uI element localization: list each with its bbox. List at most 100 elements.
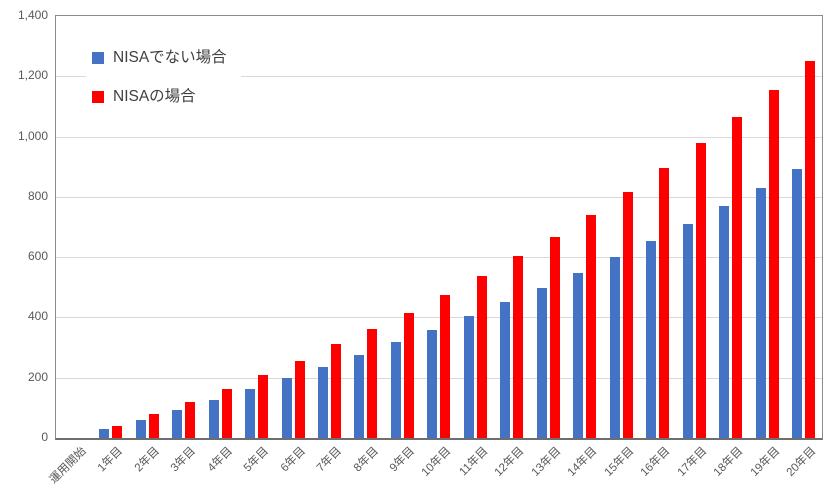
bar-non-nisa <box>500 302 511 438</box>
gridline <box>56 76 822 78</box>
x-axis-category-label: 11年目 <box>456 445 491 479</box>
x-axis-category-label: 3年目 <box>168 445 199 475</box>
x-axis-category-label: 19年目 <box>748 445 782 479</box>
x-axis-category-label: 8年目 <box>351 445 381 475</box>
category-group <box>275 16 311 438</box>
bar-nisa <box>148 414 159 438</box>
bar-nisa <box>586 214 597 438</box>
bar-nisa <box>440 294 451 438</box>
legend-swatch-non-nisa-icon <box>92 52 104 64</box>
x-axis-category-label: 運用開始 <box>47 445 89 487</box>
y-axis-tick-label: 800 <box>27 188 48 203</box>
category-group <box>567 16 603 438</box>
x-axis-category-label: 20年目 <box>784 445 819 479</box>
bar-non-nisa <box>172 409 183 438</box>
bar-nisa <box>403 312 414 438</box>
plot-area <box>55 15 823 440</box>
category-group <box>749 16 785 438</box>
category-group <box>640 16 676 438</box>
bar-nisa <box>622 192 633 438</box>
bar-non-nisa <box>682 223 693 438</box>
x-axis-category-label: 1年目 <box>96 445 126 475</box>
legend-item-non-nisa: NISAでない場合 <box>92 48 227 68</box>
category-group <box>311 16 347 438</box>
category-group <box>785 16 821 438</box>
bar-nisa <box>367 328 378 438</box>
category-group <box>384 16 420 438</box>
y-axis-tick-label: 1,200 <box>17 68 48 83</box>
y-axis-tick-label: 1,400 <box>17 8 48 22</box>
bar-nisa <box>513 256 524 438</box>
x-axis-category-label: 15年目 <box>602 445 636 479</box>
y-axis-tick-label: 0 <box>41 430 48 444</box>
gridline <box>56 257 822 259</box>
bar-non-nisa <box>390 342 401 438</box>
category-group <box>457 16 493 438</box>
x-axis-category-label: 4年目 <box>205 445 235 475</box>
gridline <box>56 377 822 379</box>
bar-nisa <box>659 168 670 438</box>
category-group <box>238 16 274 438</box>
bar-non-nisa <box>354 354 365 438</box>
legend-label-nisa: NISAの場合 <box>113 88 196 105</box>
x-axis-category-label: 13年目 <box>529 445 564 479</box>
category-group <box>494 16 530 438</box>
gridline <box>56 196 822 198</box>
y-axis-tick-label: 400 <box>27 309 48 324</box>
bar-nisa <box>185 401 196 438</box>
bar-nisa <box>805 61 816 438</box>
legend-item-nisa: NISAの場合 <box>92 87 227 107</box>
category-group <box>129 16 165 438</box>
bar-nisa <box>732 116 743 438</box>
category-group <box>92 16 128 438</box>
x-axis-category-label: 14年目 <box>565 445 600 479</box>
bars-container <box>56 16 822 438</box>
y-axis-tick-label: 200 <box>27 369 48 384</box>
bar-nisa <box>549 236 560 438</box>
bar-non-nisa <box>536 287 547 438</box>
category-group <box>530 16 566 438</box>
y-axis-tick-label: 600 <box>27 249 48 264</box>
gridline <box>56 136 822 138</box>
x-axis-category-label: 7年目 <box>314 445 345 475</box>
bar-non-nisa <box>281 378 292 438</box>
y-axis-tick-label: 1,000 <box>17 128 48 143</box>
bar-non-nisa <box>427 329 438 438</box>
legend: NISAでない場合 NISAの場合 <box>86 44 241 111</box>
x-axis-category-label: 17年目 <box>675 445 709 479</box>
category-group <box>202 16 238 438</box>
x-axis-category-label: 10年目 <box>419 445 454 479</box>
bar-non-nisa <box>245 388 256 438</box>
x-axis-category-label: 6年目 <box>278 445 308 475</box>
category-group <box>348 16 384 438</box>
bar-nisa <box>768 89 779 438</box>
category-group <box>421 16 457 438</box>
category-group <box>165 16 201 438</box>
bar-nisa <box>258 374 269 438</box>
bar-non-nisa <box>719 205 730 438</box>
category-group <box>676 16 712 438</box>
bar-non-nisa <box>792 168 803 438</box>
bar-non-nisa <box>99 428 110 438</box>
x-axis-category-label: 2年目 <box>132 445 162 475</box>
bar-non-nisa <box>609 256 620 438</box>
x-axis-category-label: 18年目 <box>711 445 746 479</box>
gridline <box>56 317 822 319</box>
legend-label-non-nisa: NISAでない場合 <box>113 49 227 66</box>
bar-non-nisa <box>208 399 219 438</box>
bar-nisa <box>294 360 305 438</box>
bar-nisa <box>695 143 706 438</box>
legend-swatch-nisa-icon <box>92 91 104 103</box>
x-axis-category-label: 9年目 <box>387 445 418 475</box>
bar-non-nisa <box>463 315 474 438</box>
bar-non-nisa <box>318 366 329 438</box>
category-group <box>603 16 639 438</box>
x-axis-category-label: 16年目 <box>638 445 673 479</box>
bar-non-nisa <box>646 240 657 438</box>
bar-nisa <box>221 388 232 438</box>
x-axis-category-label: 12年目 <box>492 445 527 479</box>
bar-non-nisa <box>755 187 766 438</box>
x-axis-category-label: 5年目 <box>241 445 272 475</box>
bar-nisa <box>476 275 487 438</box>
